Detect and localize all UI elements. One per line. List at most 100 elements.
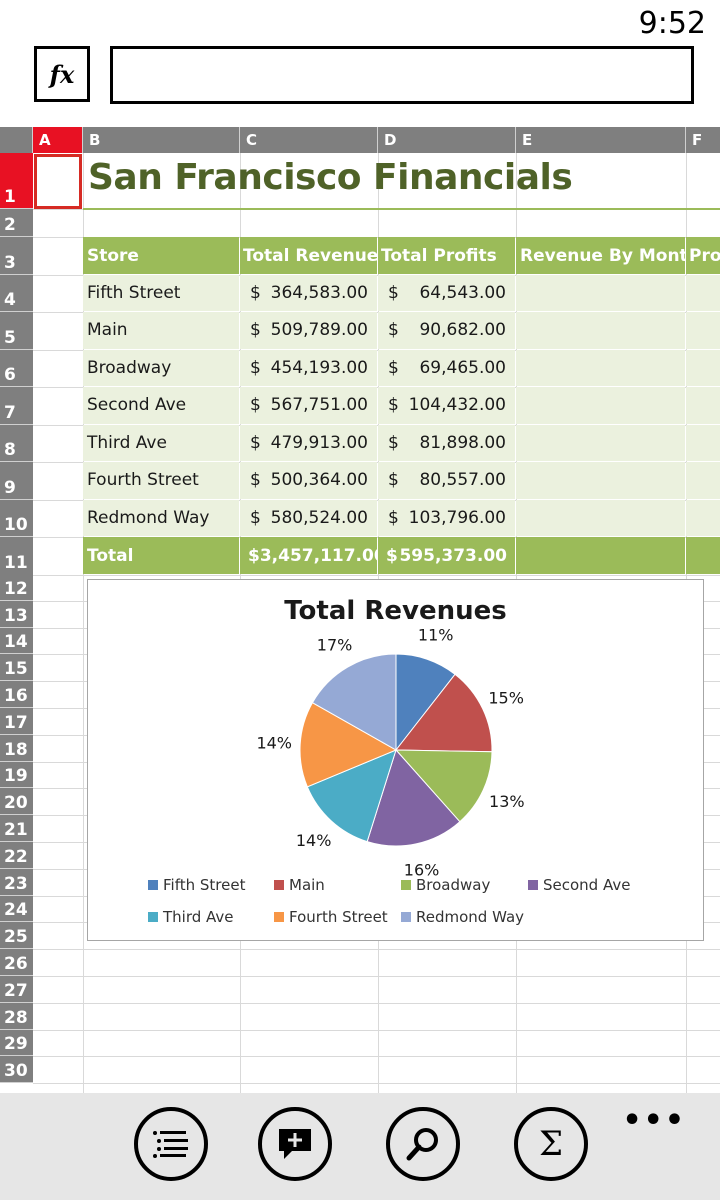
row-header[interactable]: 26 xyxy=(0,949,33,976)
revenue-by-month-cell[interactable] xyxy=(516,499,685,536)
profits-by-month-cell[interactable] xyxy=(686,387,720,424)
total-revenues-cell[interactable]: $454,193.00 xyxy=(240,349,377,386)
total-revenues-cell[interactable]: $567,751.00 xyxy=(240,387,377,424)
store-name-cell[interactable]: Third Ave xyxy=(83,424,239,461)
revenue-by-month-cell[interactable] xyxy=(516,387,685,424)
row-header[interactable]: 5 xyxy=(0,312,33,350)
row-header[interactable]: 17 xyxy=(0,708,33,735)
sheet-title[interactable]: San Francisco Financials xyxy=(88,157,573,198)
profits-by-month-cell[interactable] xyxy=(686,349,720,386)
header-total-profits[interactable]: Total Profits xyxy=(378,237,515,274)
comment-button[interactable] xyxy=(258,1107,332,1181)
spreadsheet-grid[interactable]: A B C D E F 1 2 3 4 5 6 7 8 9 10 11 12 13 14 15 16 17 18 1… xyxy=(0,127,720,1093)
header-total-revenues[interactable]: Total Revenues xyxy=(240,237,377,274)
pie-slice[interactable] xyxy=(299,701,398,788)
row-header[interactable]: 7 xyxy=(0,387,33,425)
row-header[interactable]: 4 xyxy=(0,274,33,312)
selected-cell-a1[interactable] xyxy=(34,154,82,209)
row-header[interactable]: 10 xyxy=(0,499,33,537)
row-header[interactable]: 11 xyxy=(0,537,33,575)
row-header[interactable]: 9 xyxy=(0,462,33,500)
pie-slice[interactable] xyxy=(311,653,397,751)
store-name-cell[interactable]: Main xyxy=(83,312,239,349)
total-profits-cell[interactable]: $80,557.00 xyxy=(378,462,515,499)
header-revenue-by-month[interactable]: Revenue By Month xyxy=(516,237,685,274)
total-label[interactable]: Total xyxy=(83,537,239,574)
pie-slice[interactable] xyxy=(306,749,397,843)
row-header[interactable]: 21 xyxy=(0,815,33,842)
total-profits-cell[interactable]: $103,796.00 xyxy=(378,499,515,536)
row-header[interactable]: 2 xyxy=(0,209,33,237)
row-header[interactable]: 6 xyxy=(0,349,33,387)
profits-by-month-cell[interactable] xyxy=(686,274,720,311)
profit-value: 90,682.00 xyxy=(419,320,506,341)
select-all-corner[interactable] xyxy=(0,127,33,153)
total-revenues-cell[interactable]: $479,913.00 xyxy=(240,424,377,461)
row-header[interactable]: 25 xyxy=(0,922,33,950)
store-name-cell[interactable]: Redmond Way xyxy=(83,499,239,536)
pie-slice[interactable] xyxy=(394,673,493,753)
row-header[interactable]: 16 xyxy=(0,681,33,708)
profits-by-month-cell[interactable] xyxy=(686,312,720,349)
total-profits-cell[interactable]: $81,898.00 xyxy=(378,424,515,461)
revenue-by-month-cell[interactable] xyxy=(516,424,685,461)
column-header-f[interactable]: F xyxy=(686,127,720,153)
row-header[interactable]: 12 xyxy=(0,574,33,601)
total-revenues-cell[interactable]: $500,364.00 xyxy=(240,462,377,499)
total-empty-cell[interactable] xyxy=(516,537,685,574)
total-profits-cell[interactable]: $104,432.00 xyxy=(378,387,515,424)
store-name-cell[interactable]: Broadway xyxy=(83,349,239,386)
sum-button[interactable]: Σ xyxy=(514,1107,588,1181)
row-header[interactable]: 27 xyxy=(0,976,33,1003)
row-header[interactable]: 20 xyxy=(0,788,33,816)
total-profits-cell[interactable]: $64,543.00 xyxy=(378,274,515,311)
total-profits-cell[interactable]: $ 595,373.00 xyxy=(378,537,515,574)
revenue-by-month-cell[interactable] xyxy=(516,349,685,386)
total-revenues-cell[interactable]: $ 3,457,117.00 xyxy=(240,537,377,574)
profits-by-month-cell[interactable] xyxy=(686,499,720,536)
row-header[interactable]: 28 xyxy=(0,1002,33,1030)
total-revenues-cell[interactable]: $509,789.00 xyxy=(240,312,377,349)
row-header[interactable]: 19 xyxy=(0,761,33,789)
column-header-c[interactable]: C xyxy=(240,127,378,153)
row-header[interactable]: 29 xyxy=(0,1029,33,1057)
revenue-by-month-cell[interactable] xyxy=(516,274,685,311)
row-header[interactable]: 1 xyxy=(0,153,33,209)
row-header[interactable]: 30 xyxy=(0,1056,33,1084)
column-header-b[interactable]: B xyxy=(83,127,240,153)
store-name-cell[interactable]: Second Ave xyxy=(83,387,239,424)
total-empty-cell[interactable] xyxy=(686,537,720,574)
total-revenues-cell[interactable]: $364,583.00 xyxy=(240,274,377,311)
row-header[interactable]: 23 xyxy=(0,868,33,896)
row-header[interactable]: 15 xyxy=(0,654,33,682)
row-header[interactable]: 13 xyxy=(0,600,33,628)
more-options-icon[interactable]: ••• xyxy=(622,1103,686,1138)
search-button[interactable] xyxy=(386,1107,460,1181)
total-profits-cell[interactable]: $69,465.00 xyxy=(378,349,515,386)
store-name-cell[interactable]: Fifth Street xyxy=(83,274,239,311)
pie-slice[interactable] xyxy=(366,749,461,847)
profits-by-month-cell[interactable] xyxy=(686,424,720,461)
header-profits-by-month[interactable]: Pro xyxy=(686,237,720,274)
row-header[interactable]: 18 xyxy=(0,734,33,762)
row-header[interactable]: 24 xyxy=(0,895,33,923)
total-revenues-cell[interactable]: $580,524.00 xyxy=(240,499,377,536)
row-header[interactable]: 14 xyxy=(0,627,33,655)
list-button[interactable] xyxy=(134,1107,208,1181)
fx-button[interactable]: fx xyxy=(34,46,90,102)
formula-input[interactable] xyxy=(110,46,694,104)
column-header-a[interactable]: A xyxy=(33,127,83,153)
header-store[interactable]: Store xyxy=(83,237,239,274)
pie-chart[interactable]: Total Revenues 11% 15% 13% 16% 14% 14% 17% Fif… xyxy=(87,579,704,941)
total-profits-cell[interactable]: $90,682.00 xyxy=(378,312,515,349)
row-header[interactable]: 22 xyxy=(0,842,33,869)
revenue-by-month-cell[interactable] xyxy=(516,462,685,499)
store-name-cell[interactable]: Fourth Street xyxy=(83,462,239,499)
profits-by-month-cell[interactable] xyxy=(686,462,720,499)
row-header[interactable]: 8 xyxy=(0,424,33,462)
pie-slice[interactable] xyxy=(394,749,493,823)
row-header[interactable]: 3 xyxy=(0,237,33,275)
column-header-e[interactable]: E xyxy=(516,127,686,153)
column-header-d[interactable]: D xyxy=(378,127,516,153)
revenue-by-month-cell[interactable] xyxy=(516,312,685,349)
